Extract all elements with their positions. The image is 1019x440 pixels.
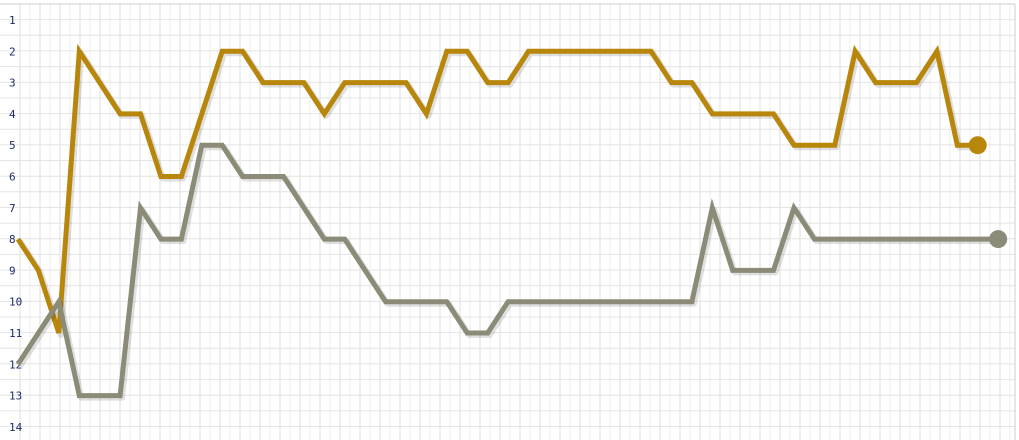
y-tick-label: 14 (9, 421, 23, 434)
y-tick-label: 3 (9, 77, 16, 90)
y-tick-label: 10 (9, 296, 22, 309)
series-line-1 (15, 43, 978, 334)
series-end-marker-1 (968, 136, 987, 155)
chart-series (15, 43, 1008, 401)
y-tick-label: 1 (9, 14, 16, 27)
series-line-2 (15, 142, 999, 399)
y-tick-label: 9 (9, 264, 16, 277)
y-tick-label: 2 (9, 45, 16, 58)
y-tick-label: 5 (9, 139, 16, 152)
y-tick-label: 13 (9, 390, 22, 403)
y-tick-label: 11 (9, 327, 22, 340)
y-tick-label: 8 (9, 233, 16, 246)
series-end-marker-2 (989, 230, 1008, 249)
y-tick-label: 7 (9, 202, 16, 215)
y-tick-label: 6 (9, 171, 16, 184)
y-tick-label: 4 (9, 108, 16, 121)
